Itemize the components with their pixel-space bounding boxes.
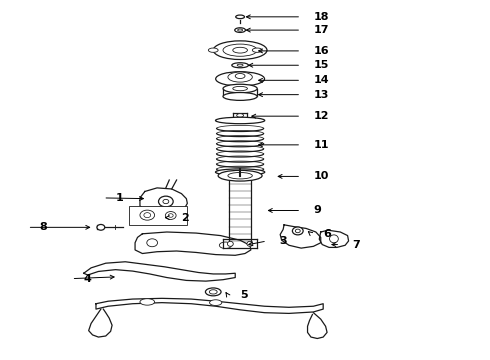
Text: 7: 7: [352, 239, 360, 249]
Ellipse shape: [227, 241, 233, 246]
Ellipse shape: [235, 28, 245, 32]
Ellipse shape: [140, 210, 155, 220]
Ellipse shape: [223, 44, 257, 56]
Ellipse shape: [144, 213, 151, 218]
Ellipse shape: [247, 241, 253, 246]
Text: 16: 16: [314, 46, 329, 56]
Ellipse shape: [235, 73, 245, 78]
Ellipse shape: [293, 227, 303, 235]
Ellipse shape: [233, 86, 247, 91]
Ellipse shape: [233, 47, 247, 53]
Text: 14: 14: [314, 75, 329, 85]
Ellipse shape: [216, 169, 265, 175]
Text: 8: 8: [40, 222, 48, 232]
Ellipse shape: [97, 225, 105, 230]
Ellipse shape: [228, 172, 252, 179]
Text: 5: 5: [240, 291, 248, 301]
Polygon shape: [84, 262, 235, 281]
Ellipse shape: [237, 114, 244, 117]
Ellipse shape: [216, 72, 265, 86]
Text: 6: 6: [323, 229, 331, 239]
Ellipse shape: [209, 290, 217, 294]
Ellipse shape: [223, 93, 257, 100]
Ellipse shape: [220, 242, 232, 248]
Ellipse shape: [295, 229, 300, 233]
Ellipse shape: [252, 48, 262, 52]
Ellipse shape: [147, 239, 158, 247]
Text: 13: 13: [314, 90, 329, 100]
Polygon shape: [280, 225, 321, 248]
Text: 15: 15: [314, 60, 329, 70]
Ellipse shape: [208, 48, 218, 52]
Polygon shape: [308, 313, 327, 338]
Text: 4: 4: [84, 274, 92, 284]
Ellipse shape: [140, 299, 155, 305]
Ellipse shape: [232, 63, 248, 68]
Text: 12: 12: [314, 111, 329, 121]
Text: 11: 11: [314, 140, 329, 150]
Ellipse shape: [236, 15, 245, 19]
Ellipse shape: [168, 214, 173, 217]
Ellipse shape: [330, 235, 338, 243]
Ellipse shape: [238, 29, 243, 31]
Ellipse shape: [228, 72, 252, 82]
Text: 10: 10: [314, 171, 329, 181]
Ellipse shape: [213, 41, 267, 59]
Text: 18: 18: [314, 12, 329, 22]
Polygon shape: [96, 298, 323, 314]
Polygon shape: [140, 188, 187, 217]
Ellipse shape: [165, 212, 176, 220]
Text: 3: 3: [279, 236, 287, 246]
Ellipse shape: [223, 84, 257, 93]
Ellipse shape: [210, 300, 222, 306]
Text: 1: 1: [116, 193, 123, 203]
Ellipse shape: [218, 170, 262, 181]
Ellipse shape: [159, 196, 173, 207]
Text: 9: 9: [314, 206, 321, 216]
Ellipse shape: [205, 288, 221, 296]
Ellipse shape: [216, 117, 265, 124]
Polygon shape: [135, 232, 251, 255]
Text: 2: 2: [181, 213, 189, 222]
Polygon shape: [89, 309, 112, 337]
FancyBboxPatch shape: [129, 206, 187, 225]
Ellipse shape: [237, 64, 243, 66]
Ellipse shape: [163, 199, 169, 204]
Text: 17: 17: [314, 25, 329, 35]
Polygon shape: [319, 230, 348, 247]
